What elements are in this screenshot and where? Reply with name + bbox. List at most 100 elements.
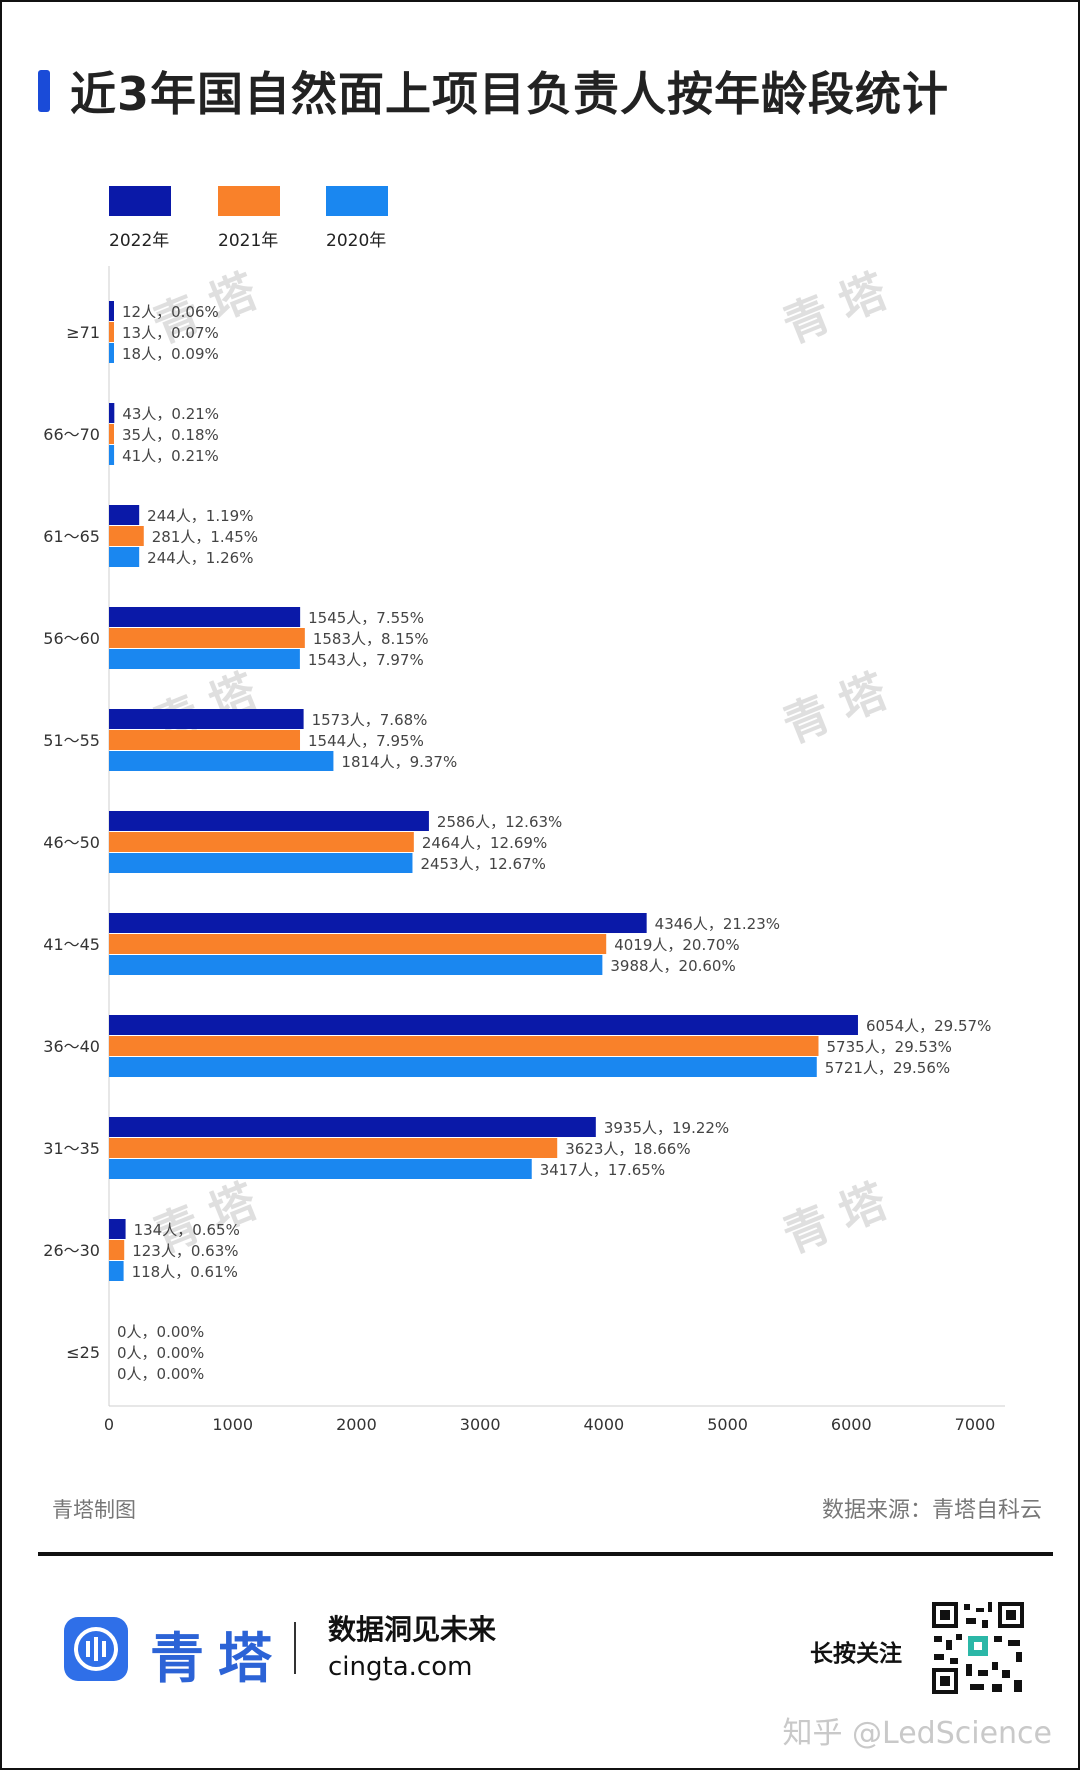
category-label: ≤25 — [66, 1343, 100, 1362]
data-label: 0人，0.00% — [117, 1323, 204, 1341]
x-tick-label: 6000 — [831, 1415, 872, 1434]
bar-2022年 — [109, 301, 114, 321]
bar-2021年 — [109, 322, 114, 342]
data-source: 数据来源：青塔自科云 — [821, 1498, 1042, 1523]
bar-2021年 — [109, 832, 414, 852]
qr-code-icon[interactable] — [930, 1600, 1026, 1696]
bar-2022年 — [109, 505, 140, 525]
category-label: 46～50 — [43, 833, 100, 852]
chart-credit: 青塔制图 — [52, 1498, 136, 1522]
legend-item-2021: 2021年 — [218, 186, 280, 251]
data-label: 1814人，9.37% — [341, 753, 457, 771]
legend-label: 2022年 — [109, 231, 170, 251]
bar-2021年 — [109, 934, 607, 954]
data-label: 1543人，7.97% — [308, 651, 424, 669]
x-tick-label: 4000 — [583, 1415, 624, 1434]
legend-swatch — [109, 186, 171, 216]
data-label: 2453人，12.67% — [420, 855, 545, 873]
bar-2021年 — [109, 526, 144, 546]
bar-2020年 — [109, 445, 115, 465]
bar-2022年 — [109, 709, 304, 729]
bar-2020年 — [109, 547, 140, 567]
data-label: 3988人，20.60% — [610, 957, 735, 975]
data-label: 134人，0.65% — [134, 1221, 240, 1239]
brand-name: 青塔 — [150, 1627, 286, 1690]
bar-2020年 — [109, 1159, 532, 1179]
bar-2022年 — [109, 1117, 596, 1137]
legend-swatch — [326, 186, 388, 216]
data-label: 41人，0.21% — [122, 447, 219, 465]
data-label: 244人，1.26% — [147, 549, 253, 567]
legend-label: 2020年 — [326, 231, 387, 251]
bar-2020年 — [109, 1057, 817, 1077]
data-label: 12人，0.06% — [122, 303, 219, 321]
legend-item-2022: 2022年 — [109, 186, 171, 251]
bar-2020年 — [109, 649, 300, 669]
zhihu-watermark: 知乎 @LedScience — [782, 1716, 1052, 1751]
category-label: ≥71 — [66, 323, 100, 342]
legend-swatch — [218, 186, 280, 216]
data-label: 281人，1.45% — [152, 528, 258, 546]
data-label: 5735人，29.53% — [827, 1038, 952, 1056]
bar-2022年 — [109, 403, 115, 423]
data-label: 5721人，29.56% — [825, 1059, 950, 1077]
x-tick-label: 3000 — [460, 1415, 501, 1434]
bar-2020年 — [109, 751, 334, 771]
data-label: 43人，0.21% — [122, 405, 219, 423]
bar-2022年 — [109, 1015, 858, 1035]
bar-2021年 — [109, 1240, 125, 1260]
x-tick-label: 5000 — [707, 1415, 748, 1434]
follow-prompt: 长按关注 — [810, 1641, 902, 1667]
bar-chart: ≥71 12人，0.06% 13人，0.07% 18人，0.09% 66～70 43人，0… — [43, 266, 1005, 1434]
data-label: 123人，0.63% — [132, 1242, 238, 1260]
bar-2020年 — [109, 343, 114, 363]
cingta-logo-icon — [64, 1617, 128, 1681]
data-label: 13人，0.07% — [122, 324, 219, 342]
category-label: 61～65 — [43, 527, 100, 546]
category-label: 31～35 — [43, 1139, 100, 1158]
bar-2022年 — [109, 913, 647, 933]
data-label: 3417人，17.65% — [540, 1161, 665, 1179]
data-label: 1583人，8.15% — [313, 630, 429, 648]
data-label: 3623人，18.66% — [565, 1140, 690, 1158]
data-label: 4346人，21.23% — [655, 915, 780, 933]
category-label: 51～55 — [43, 731, 100, 750]
bar-2020年 — [109, 955, 603, 975]
data-label: 35人，0.18% — [122, 426, 219, 444]
chart-title: 近3年国自然面上项目负责人按年龄段统计 — [70, 67, 950, 121]
footer-divider — [38, 1552, 1053, 1556]
bar-2021年 — [109, 1036, 819, 1056]
x-tick-label: 2000 — [336, 1415, 377, 1434]
data-label: 6054人，29.57% — [866, 1017, 991, 1035]
category-label: 66～70 — [43, 425, 100, 444]
category-label: 41～45 — [43, 935, 100, 954]
bar-2021年 — [109, 730, 301, 750]
brand-site[interactable]: cingta.com — [328, 1652, 473, 1682]
bar-2021年 — [109, 628, 305, 648]
data-label: 2586人，12.63% — [437, 813, 562, 831]
category-label: 36～40 — [43, 1037, 100, 1056]
x-tick-label: 0 — [104, 1415, 114, 1434]
data-label: 0人，0.00% — [117, 1344, 204, 1362]
data-label: 1573人，7.68% — [312, 711, 428, 729]
data-label: 1545人，7.55% — [308, 609, 424, 627]
title-accent-bar — [38, 70, 50, 112]
bar-2020年 — [109, 853, 413, 873]
data-label: 1544人，7.95% — [308, 732, 424, 750]
data-label: 244人，1.19% — [147, 507, 253, 525]
brand-slogan: 数据洞见未来 — [328, 1613, 497, 1646]
category-label: 26～30 — [43, 1241, 100, 1260]
bar-2021年 — [109, 424, 114, 444]
data-label: 2464人，12.69% — [422, 834, 547, 852]
data-label: 0人，0.00% — [117, 1365, 204, 1383]
x-tick-label: 1000 — [212, 1415, 253, 1434]
legend-label: 2021年 — [218, 231, 279, 251]
bar-2020年 — [109, 1261, 124, 1281]
data-label: 3935人，19.22% — [604, 1119, 729, 1137]
data-label: 18人，0.09% — [122, 345, 219, 363]
bar-2021年 — [109, 1138, 558, 1158]
x-tick-label: 7000 — [955, 1415, 996, 1434]
bar-2022年 — [109, 811, 429, 831]
legend-item-2020: 2020年 — [326, 186, 388, 251]
